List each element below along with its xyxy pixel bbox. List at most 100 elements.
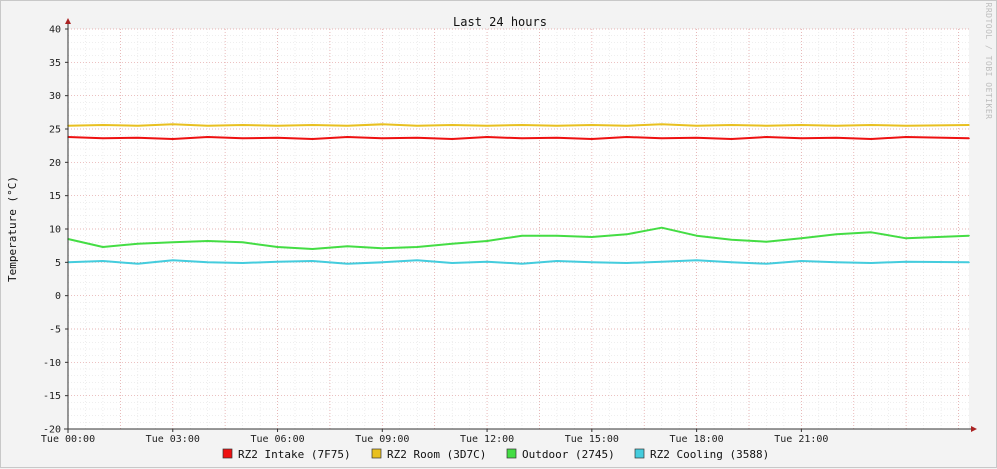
series-point — [451, 242, 453, 245]
x-tick-label: Tue 15:00 — [565, 434, 619, 445]
series-point — [905, 136, 907, 138]
series-point — [381, 137, 384, 140]
series-point — [660, 226, 663, 229]
series-point — [521, 262, 523, 265]
series-point — [486, 136, 488, 138]
series-point — [102, 246, 104, 248]
series-point — [137, 242, 139, 245]
legend-entry: RZ2 Intake (7F75) — [222, 448, 351, 461]
series-point — [835, 136, 838, 139]
series-point — [591, 124, 593, 126]
x-tick-label: Tue 18:00 — [670, 434, 724, 445]
y-tick-label: -20 — [43, 425, 61, 436]
series-point — [905, 237, 907, 240]
legend-label: Outdoor (2745) — [522, 448, 615, 461]
series-point — [521, 137, 523, 140]
series-point — [381, 247, 384, 250]
series-point — [346, 262, 349, 265]
series-point — [730, 238, 733, 241]
series-point — [486, 260, 488, 263]
chart-title: Last 24 hours — [453, 15, 547, 29]
legend-swatch — [506, 448, 517, 459]
legend-entry: RZ2 Room (3D7C) — [371, 448, 486, 461]
series-point — [905, 260, 907, 263]
y-tick-label: 15 — [49, 191, 61, 202]
series-line-3 — [67, 259, 970, 265]
y-tick-label: 20 — [49, 158, 61, 169]
series-point — [905, 124, 907, 127]
series-point — [968, 261, 970, 264]
series-point — [206, 124, 209, 127]
series-point — [968, 137, 970, 140]
series-point — [870, 124, 873, 126]
series-point — [102, 260, 104, 262]
series-point — [171, 259, 174, 262]
series-point — [137, 262, 139, 265]
series-point — [381, 123, 384, 126]
series-point — [591, 261, 593, 264]
x-axis-arrow — [971, 426, 977, 432]
legend-swatch — [371, 448, 382, 459]
y-tick-label: 5 — [55, 258, 61, 269]
series-point — [206, 136, 209, 138]
series-point — [171, 138, 174, 140]
series-point — [660, 260, 663, 263]
rrdtool-watermark: RRDTOOL / TOBI OETIKER — [984, 3, 993, 120]
x-tick-label: Tue 06:00 — [250, 434, 304, 445]
series-point — [486, 240, 488, 242]
x-tick-label: Tue 09:00 — [355, 434, 409, 445]
series-point — [416, 259, 419, 262]
series-point — [765, 262, 768, 265]
series-point — [835, 233, 838, 236]
series-point — [311, 124, 314, 126]
series-point — [870, 262, 873, 264]
series-point — [730, 261, 733, 264]
y-tick-label: 0 — [55, 291, 61, 302]
series-point — [241, 124, 244, 126]
series-point — [765, 124, 768, 127]
series-point — [241, 262, 244, 264]
y-tick-label: 10 — [49, 225, 61, 236]
series-point — [276, 124, 279, 127]
series-point — [346, 245, 349, 248]
series-point — [451, 262, 453, 264]
series-point — [968, 234, 970, 237]
series-point — [451, 124, 453, 126]
series-point — [556, 124, 558, 127]
series-point — [660, 123, 663, 126]
series-point — [556, 260, 558, 262]
legend-label: RZ2 Room (3D7C) — [387, 448, 486, 461]
series-point — [695, 124, 698, 127]
y-tick-label: 25 — [49, 125, 61, 136]
series-point — [276, 136, 279, 139]
series-point — [346, 124, 349, 127]
series-point — [968, 124, 970, 126]
series-point — [451, 138, 453, 140]
series-point — [695, 234, 698, 237]
series-point — [835, 261, 838, 264]
series-point — [381, 261, 384, 264]
legend-entry: RZ2 Cooling (3588) — [634, 448, 769, 461]
series-point — [591, 236, 593, 238]
series-line-2 — [67, 226, 970, 250]
series-point — [137, 124, 139, 127]
series-point — [556, 234, 558, 237]
legend-label: RZ2 Cooling (3588) — [650, 448, 769, 461]
series-point — [765, 240, 768, 243]
series-point — [171, 241, 174, 244]
series-point — [625, 262, 628, 264]
x-tick-label: Tue 12:00 — [460, 434, 514, 445]
y-axis-label: Temperature (°C) — [6, 176, 19, 282]
series-point — [416, 124, 419, 127]
series-point — [276, 246, 279, 248]
series-point — [171, 123, 174, 126]
series-point — [765, 136, 768, 138]
legend-swatch — [634, 448, 645, 459]
series-point — [521, 124, 523, 126]
series-point — [416, 246, 419, 248]
series-point — [276, 260, 279, 263]
series-point — [625, 124, 628, 127]
series-line-0 — [67, 136, 970, 140]
series-point — [416, 136, 419, 139]
